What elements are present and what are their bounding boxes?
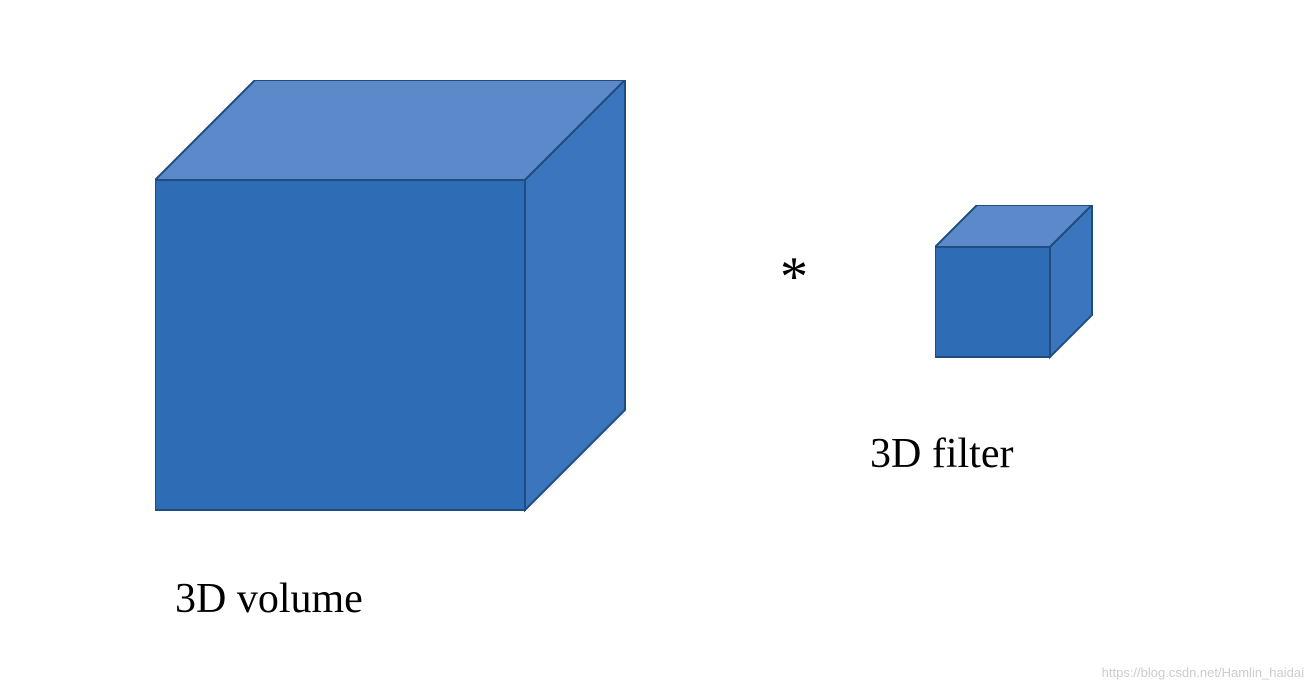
small-cube-label: 3D filter (870, 430, 1013, 478)
large-cube-label: 3D volume (175, 575, 363, 623)
large-cube (155, 80, 635, 525)
diagram-container: 3D volume * 3D filter https://blog.csdn.… (0, 0, 1314, 688)
small-cube-svg (935, 205, 1100, 365)
small-cube (935, 205, 1100, 370)
small-cube-front-face (935, 247, 1050, 357)
watermark: https://blog.csdn.net/Hamlin_haidai (1102, 665, 1304, 680)
large-cube-svg (155, 80, 635, 520)
large-cube-front-face (155, 180, 525, 510)
convolution-operator: * (780, 245, 808, 309)
